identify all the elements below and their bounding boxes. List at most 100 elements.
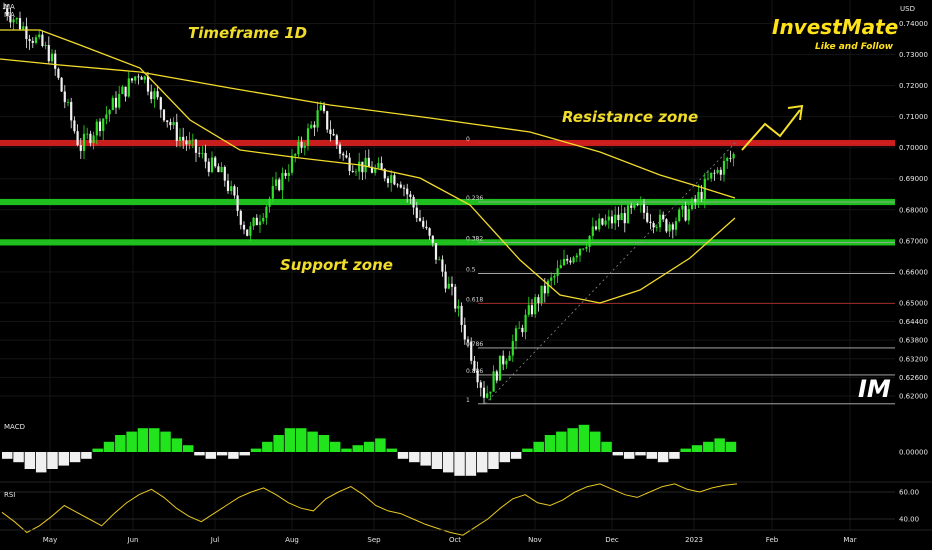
candle-body bbox=[687, 209, 690, 221]
candle-body bbox=[2, 8, 6, 9]
candle-body bbox=[626, 205, 630, 224]
macd-bar bbox=[578, 424, 590, 452]
arrow-head bbox=[787, 104, 804, 121]
month-tick-label: Oct bbox=[449, 536, 461, 544]
macd-bar bbox=[149, 428, 160, 452]
candle-body bbox=[380, 163, 383, 170]
macd-bar bbox=[171, 438, 183, 452]
candle-body bbox=[322, 105, 326, 112]
candle-body bbox=[482, 387, 486, 398]
macd-bar bbox=[307, 431, 318, 452]
candle-body bbox=[188, 140, 191, 145]
candle-body bbox=[438, 259, 441, 261]
candle-body bbox=[428, 228, 431, 236]
candle-body bbox=[111, 97, 114, 110]
macd-bar bbox=[533, 441, 544, 452]
month-tick-label: Dec bbox=[605, 536, 619, 544]
candle-body bbox=[508, 355, 511, 361]
macd-bar bbox=[262, 441, 273, 452]
candle-body bbox=[82, 133, 86, 151]
candle-body bbox=[722, 160, 726, 175]
macd-bar bbox=[2, 452, 13, 459]
macd-bar bbox=[703, 441, 714, 452]
candle-body bbox=[127, 78, 130, 97]
fib-label-0: 0 bbox=[466, 136, 470, 143]
candle-body bbox=[28, 39, 31, 41]
candle-body bbox=[492, 371, 495, 392]
candle-body bbox=[486, 393, 489, 398]
candle-body bbox=[422, 220, 425, 227]
macd-bar bbox=[590, 431, 601, 452]
candle-body bbox=[34, 37, 38, 43]
candle-body bbox=[335, 135, 338, 145]
candle-body bbox=[153, 91, 156, 100]
fib-label-0.236: 0.236 bbox=[466, 195, 483, 202]
candle-body bbox=[406, 188, 409, 195]
price-zones bbox=[0, 139, 895, 246]
price-tick-label: 0.72000 bbox=[899, 82, 928, 90]
candle-body bbox=[329, 129, 332, 134]
candle-body bbox=[326, 111, 329, 130]
candle-body bbox=[338, 144, 342, 154]
candle-body bbox=[402, 187, 406, 189]
candle-body bbox=[396, 184, 399, 186]
candle-body bbox=[114, 97, 118, 108]
candle-body bbox=[434, 242, 438, 260]
macd-bar bbox=[567, 428, 578, 452]
candle-body bbox=[460, 305, 463, 325]
macd-bar bbox=[714, 438, 725, 452]
macd-bar bbox=[454, 452, 465, 476]
candle-body bbox=[306, 128, 310, 146]
candle-body bbox=[210, 157, 214, 172]
candle-body bbox=[15, 18, 18, 20]
macd-bar bbox=[691, 445, 703, 452]
macd-bar bbox=[58, 452, 70, 466]
ma-label-2: MA bbox=[4, 11, 15, 19]
resistance-zone bbox=[0, 139, 895, 147]
support-annotation: Support zone bbox=[280, 256, 393, 274]
candle-body bbox=[543, 285, 546, 294]
candle-body bbox=[169, 121, 172, 126]
candle-body bbox=[361, 161, 364, 173]
candle-body bbox=[607, 216, 610, 221]
candle-body bbox=[412, 197, 415, 208]
macd-bar bbox=[296, 428, 307, 452]
candle-body bbox=[44, 45, 47, 46]
macd-bar bbox=[318, 435, 330, 452]
candle-body bbox=[92, 135, 95, 144]
macd-bar bbox=[24, 452, 36, 469]
timeframe-annotation: Timeframe 1D bbox=[188, 24, 307, 42]
macd-bar bbox=[194, 452, 205, 456]
candle-body bbox=[620, 213, 623, 221]
candle-body bbox=[313, 124, 316, 128]
candle-body bbox=[658, 214, 662, 228]
rsi-tick-label: 60.00 bbox=[899, 489, 919, 497]
axes: 0.74000 0.73000 0.72000 0.71000 0.70000 0.690… bbox=[43, 20, 928, 544]
macd-bar bbox=[623, 452, 635, 459]
price-tick-label: 0.68000 bbox=[899, 206, 928, 214]
candle-body bbox=[162, 109, 166, 121]
support-zone-2 bbox=[0, 239, 895, 246]
candle-body bbox=[690, 198, 694, 210]
candle-body bbox=[294, 154, 297, 156]
candle-body bbox=[639, 203, 642, 206]
candle-body bbox=[364, 157, 367, 173]
candle-body bbox=[585, 246, 588, 249]
macd-bar bbox=[386, 448, 397, 452]
macd-bar bbox=[137, 428, 149, 452]
candle-body bbox=[290, 155, 294, 173]
candle-body bbox=[636, 204, 639, 206]
candle-body bbox=[73, 120, 76, 132]
candle-body bbox=[588, 235, 591, 247]
macd-bar bbox=[115, 435, 126, 452]
candle-body bbox=[287, 172, 290, 176]
candle-body bbox=[655, 227, 658, 229]
candle-body bbox=[524, 314, 527, 333]
macd-bar bbox=[81, 452, 92, 459]
candle-body bbox=[182, 136, 185, 141]
candle-body bbox=[633, 204, 636, 208]
candle-body bbox=[60, 77, 63, 92]
candle-body bbox=[342, 153, 345, 156]
candle-body bbox=[194, 139, 198, 153]
candle-body bbox=[354, 171, 358, 173]
